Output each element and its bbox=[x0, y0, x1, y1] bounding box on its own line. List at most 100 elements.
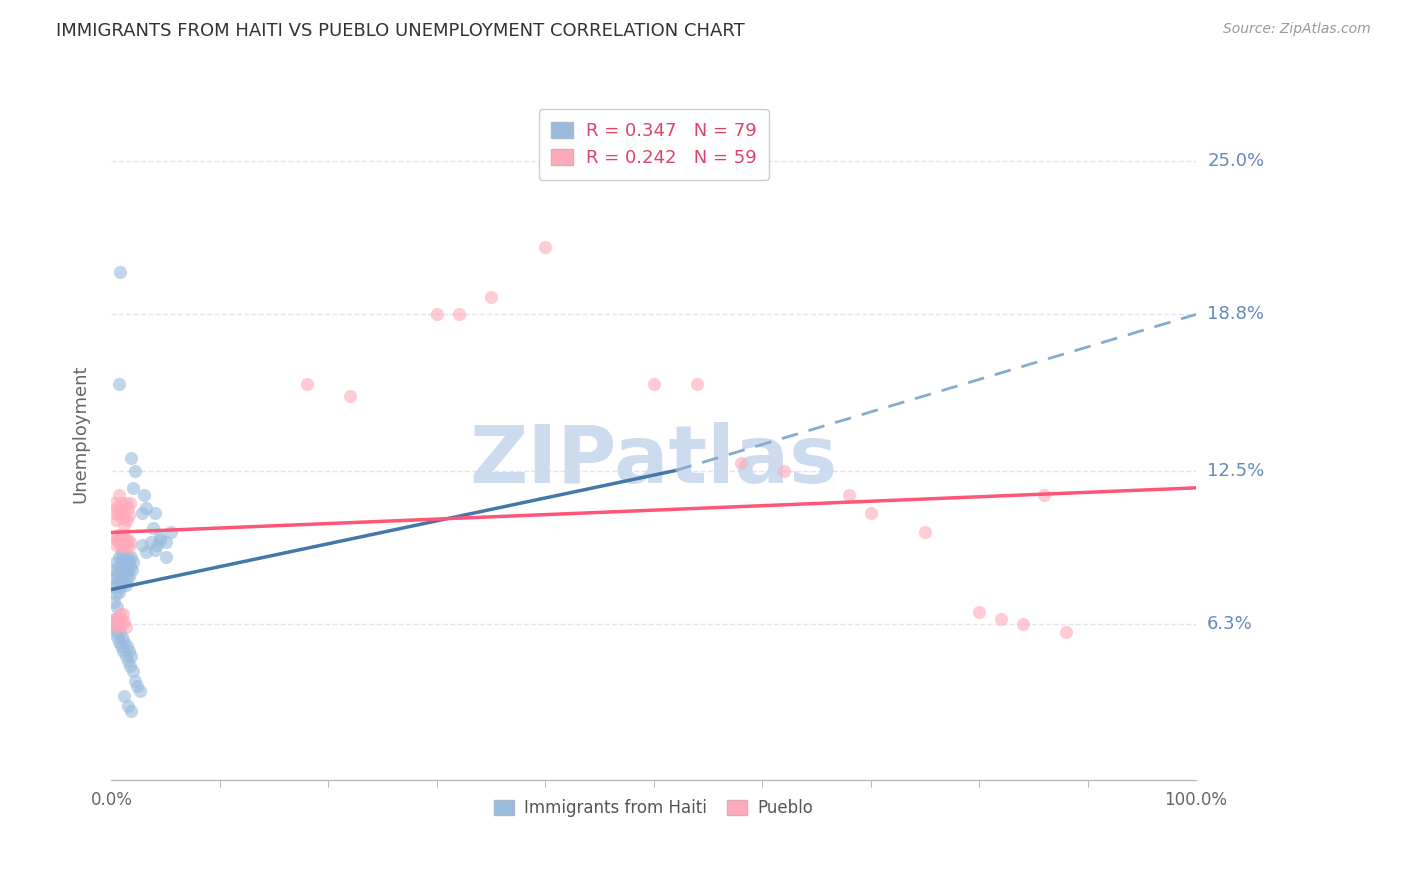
Point bbox=[107, 617, 129, 632]
Point bbox=[104, 563, 127, 577]
Point bbox=[112, 510, 135, 524]
Point bbox=[114, 533, 136, 547]
Y-axis label: Unemployment: Unemployment bbox=[72, 364, 89, 502]
Point bbox=[120, 451, 142, 466]
Point bbox=[115, 538, 138, 552]
Text: ZIPatlas: ZIPatlas bbox=[470, 422, 838, 500]
Point bbox=[103, 595, 125, 609]
Point bbox=[773, 463, 796, 477]
Point bbox=[108, 585, 131, 599]
Point bbox=[114, 541, 136, 555]
Point bbox=[112, 607, 135, 622]
Point bbox=[118, 570, 141, 584]
Point bbox=[146, 538, 169, 552]
Point bbox=[112, 550, 135, 565]
Point bbox=[114, 649, 136, 664]
Point bbox=[115, 555, 138, 569]
Point bbox=[110, 612, 132, 626]
Point bbox=[143, 542, 166, 557]
Point bbox=[103, 580, 125, 594]
Point bbox=[105, 630, 128, 644]
Point bbox=[111, 630, 134, 644]
Point bbox=[838, 488, 860, 502]
Point bbox=[967, 605, 990, 619]
Point bbox=[112, 567, 135, 582]
Point bbox=[111, 617, 134, 632]
Point bbox=[859, 506, 882, 520]
Point bbox=[110, 496, 132, 510]
Point bbox=[135, 545, 157, 559]
Point bbox=[730, 456, 752, 470]
Point bbox=[118, 644, 141, 658]
Point bbox=[127, 679, 149, 693]
Point bbox=[105, 599, 128, 614]
Point bbox=[108, 565, 131, 579]
Point bbox=[108, 580, 131, 594]
Point bbox=[104, 530, 127, 544]
Point bbox=[426, 307, 449, 321]
Point bbox=[114, 634, 136, 648]
Point bbox=[108, 634, 131, 648]
Point bbox=[114, 518, 136, 533]
Point bbox=[104, 513, 127, 527]
Point bbox=[112, 644, 135, 658]
Legend: Immigrants from Haiti, Pueblo: Immigrants from Haiti, Pueblo bbox=[488, 793, 820, 824]
Point bbox=[107, 528, 129, 542]
Text: 6.3%: 6.3% bbox=[1208, 615, 1253, 633]
Point bbox=[117, 533, 139, 547]
Point bbox=[149, 530, 172, 544]
Point bbox=[142, 520, 165, 534]
Point bbox=[117, 565, 139, 579]
Point bbox=[105, 620, 128, 634]
Point bbox=[114, 615, 136, 629]
Point bbox=[124, 674, 146, 689]
Point bbox=[108, 550, 131, 565]
Point bbox=[118, 541, 141, 555]
Point bbox=[447, 307, 470, 321]
Point bbox=[104, 612, 127, 626]
Point bbox=[155, 535, 177, 549]
Point bbox=[534, 240, 557, 254]
Point bbox=[111, 528, 134, 542]
Point bbox=[108, 376, 131, 391]
Point bbox=[103, 496, 125, 510]
Point bbox=[110, 533, 132, 547]
Point bbox=[115, 570, 138, 584]
Point bbox=[111, 503, 134, 517]
Point bbox=[105, 500, 128, 515]
Point bbox=[108, 488, 131, 502]
Point bbox=[114, 496, 136, 510]
Text: 12.5%: 12.5% bbox=[1208, 461, 1264, 480]
Point bbox=[105, 567, 128, 582]
Point bbox=[104, 506, 127, 520]
Text: Source: ZipAtlas.com: Source: ZipAtlas.com bbox=[1223, 22, 1371, 37]
Point bbox=[121, 563, 143, 577]
Point bbox=[111, 560, 134, 574]
Point bbox=[118, 560, 141, 574]
Point bbox=[107, 575, 129, 590]
Point bbox=[108, 538, 131, 552]
Point bbox=[118, 508, 141, 522]
Point bbox=[114, 575, 136, 590]
Point bbox=[128, 684, 150, 698]
Point bbox=[114, 620, 136, 634]
Point bbox=[101, 570, 124, 584]
Point bbox=[108, 535, 131, 549]
Point bbox=[132, 488, 155, 502]
Text: 18.8%: 18.8% bbox=[1208, 305, 1264, 324]
Point bbox=[135, 500, 157, 515]
Point bbox=[990, 612, 1012, 626]
Point bbox=[104, 617, 127, 632]
Point bbox=[1054, 624, 1077, 639]
Point bbox=[160, 525, 183, 540]
Point bbox=[1011, 617, 1033, 632]
Point bbox=[108, 607, 131, 622]
Point bbox=[118, 659, 141, 673]
Point bbox=[117, 500, 139, 515]
Point bbox=[117, 698, 139, 713]
Point bbox=[107, 560, 129, 574]
Point bbox=[114, 689, 136, 703]
Point bbox=[122, 481, 145, 495]
Point bbox=[107, 612, 129, 626]
Point bbox=[118, 496, 141, 510]
